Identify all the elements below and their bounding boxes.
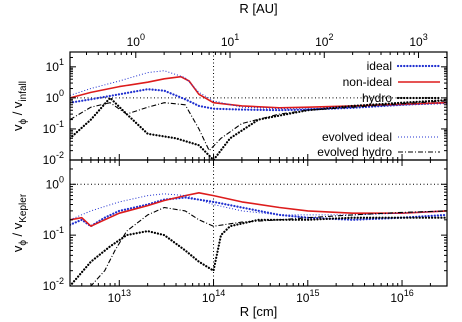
top-ytick-label: 100 (46, 88, 64, 105)
top-series-group (70, 70, 447, 160)
top-series-evolved-hydro (70, 100, 447, 152)
bottom-ytick-label-base: 10 (43, 228, 57, 242)
bottom-series-non-ideal (70, 192, 447, 227)
top-axis-tick-label: 102 (315, 32, 333, 49)
top-axis-tick-label-base: 10 (127, 35, 141, 49)
bottom-series-evolved-ideal (70, 193, 447, 221)
xtick-label-exp: 16 (404, 288, 414, 298)
xtick-label-base: 10 (202, 291, 216, 305)
top-ylabel-part: infall (18, 81, 29, 102)
xtick-label: 1015 (296, 288, 319, 305)
top-ytick-label-exp: 1 (59, 57, 64, 67)
top-ytick-label: 101 (46, 57, 64, 74)
top-axis-tick-label-base: 10 (409, 35, 423, 49)
top-axis-tick-label: 101 (221, 32, 239, 49)
xtick-label-exp: 15 (309, 288, 319, 298)
top-axis-tick-label-exp: 0 (140, 32, 145, 42)
bottom-ytick-label-exp: -2 (56, 276, 64, 286)
bottom-series-hydro (70, 216, 447, 286)
top-ytick-label-exp: -1 (56, 119, 64, 129)
legend-label: evolved hydro (317, 145, 392, 159)
top-axis-tick-label-base: 10 (315, 35, 329, 49)
xtick-label-base: 10 (108, 291, 122, 305)
bottom-ytick-label-exp: 0 (59, 174, 64, 184)
top-axis-tick-label-exp: 3 (423, 32, 428, 42)
top-axis-tick-label-exp: 2 (328, 32, 333, 42)
top-ytick-label-base: 10 (43, 122, 57, 136)
top-ytick-label-exp: 0 (59, 88, 64, 98)
top-axis-tick-label: 100 (127, 32, 145, 49)
top-series-hydro (70, 96, 447, 160)
top-axis-tick-label-base: 10 (221, 35, 235, 49)
legend-label: non-ideal (343, 75, 392, 89)
bottom-ylabel: vϕ / vKepler (10, 193, 29, 252)
xtick-label-exp: 14 (215, 288, 225, 298)
bottom-series-evolved-hydro (70, 206, 447, 286)
xtick-label: 1013 (108, 288, 131, 305)
bottom-ylabel-part: v (10, 245, 25, 252)
top-ytick-label-exp: -2 (56, 150, 64, 160)
bottom-ytick-label: 100 (46, 174, 64, 191)
bottom-ytick-label: 10-1 (43, 225, 64, 242)
top-axis-tick-label: 103 (409, 32, 427, 49)
bottom-ytick-label-base: 10 (46, 177, 60, 191)
bottom-ytick-label-exp: -1 (56, 225, 64, 235)
top-ytick-label-base: 10 (46, 91, 60, 105)
top-series-non-ideal (70, 75, 447, 109)
top-ytick-label: 10-1 (43, 119, 64, 136)
bottom-series-group (70, 192, 447, 286)
top-ytick-label-base: 10 (46, 60, 60, 74)
top-ylabel-part: / v (10, 101, 25, 119)
legend-label: hydro (362, 91, 392, 105)
top-ytick-label-base: 10 (43, 153, 57, 167)
top-ylabel-part: ϕ (18, 119, 29, 125)
xtick-label-exp: 13 (121, 288, 131, 298)
x-axis-label: R [cm] (240, 304, 278, 319)
bottom-ytick-label-base: 10 (43, 279, 57, 293)
top-ytick-label: 10-2 (43, 150, 64, 167)
top-axis-tick-label-exp: 1 (234, 32, 239, 42)
bottom-ylabel-part: Kepler (18, 193, 29, 223)
xtick-label-base: 10 (390, 291, 404, 305)
bottom-panel-frame (69, 159, 448, 287)
xtick-label-base: 10 (296, 291, 310, 305)
top-ylabel-part: v (10, 124, 25, 131)
top-ylabel: vϕ / vinfall (10, 81, 29, 131)
bottom-ylabel-part: ϕ (18, 240, 29, 246)
legend-label: evolved ideal (322, 130, 392, 144)
xtick-label: 1016 (390, 288, 413, 305)
legend-label: ideal (367, 59, 392, 73)
top-axis-label: R [AU] (239, 1, 277, 16)
bottom-ytick-label: 10-2 (43, 276, 64, 293)
bottom-ylabel-part: / v (10, 222, 25, 240)
xtick-label: 1014 (202, 288, 225, 305)
